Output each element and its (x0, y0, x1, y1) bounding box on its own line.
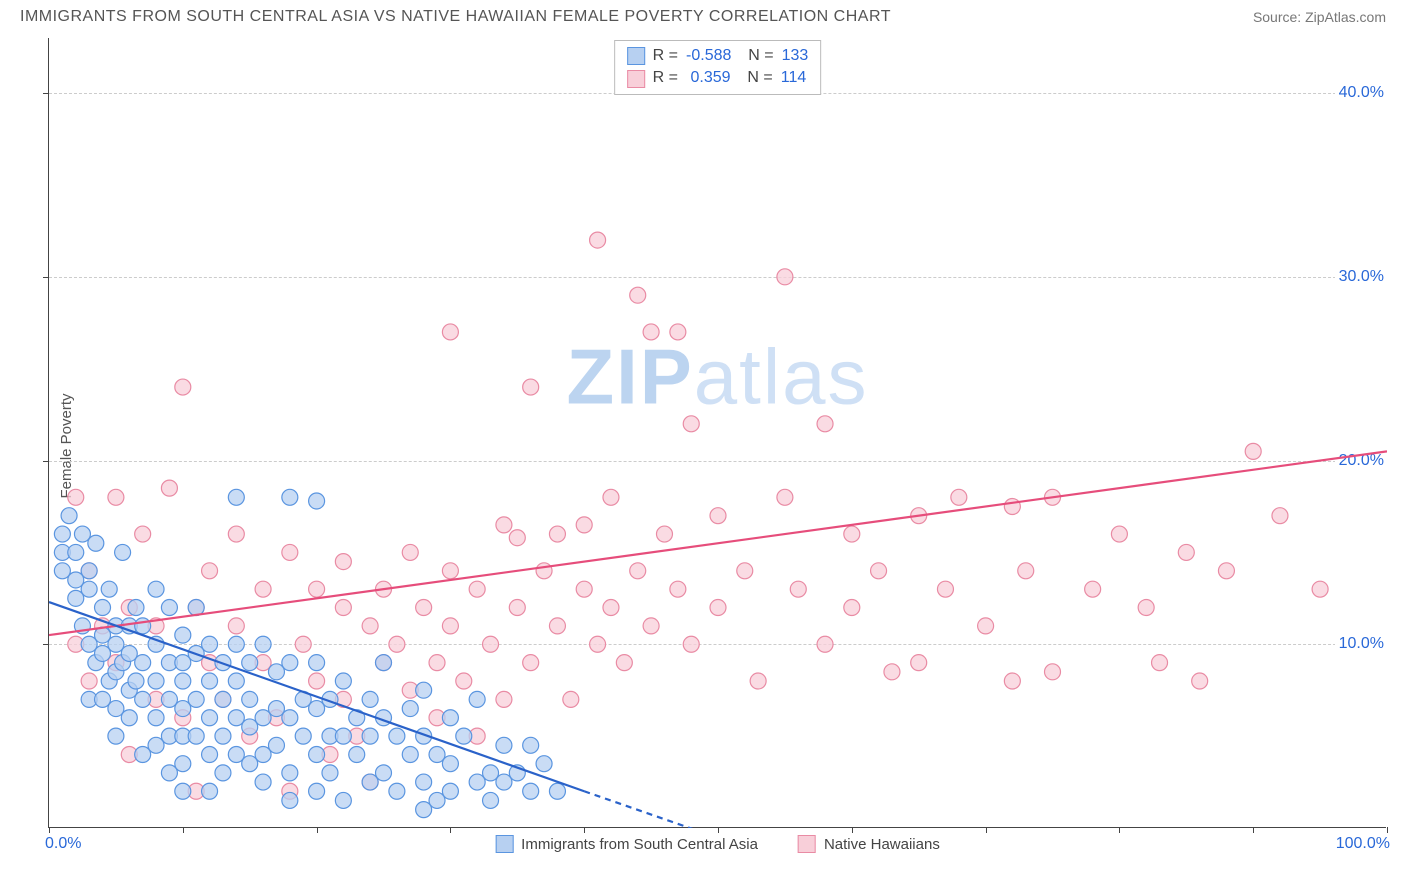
stats-row-hawaiians: R = 0.359 N = 114 (627, 67, 809, 89)
chart-title: IMMIGRANTS FROM SOUTH CENTRAL ASIA VS NA… (20, 8, 891, 26)
legend-item-hawaiians: Native Hawaiians (798, 835, 940, 853)
swatch-hawaiians-b (798, 835, 816, 853)
bottom-legend: Immigrants from South Central Asia Nativ… (495, 835, 940, 853)
legend-label-hawaiians: Native Hawaiians (824, 836, 940, 853)
x-min-label: 0.0% (45, 835, 81, 853)
chart-area: ZIPatlas 10.0%20.0%30.0%40.0% R = -0.588… (48, 38, 1386, 828)
scatter-plot (49, 38, 1387, 828)
n-value-immigrants: 133 (782, 45, 809, 67)
stats-legend-box: R = -0.588 N = 133 R = 0.359 N = 114 (614, 40, 822, 95)
x-max-label: 100.0% (1336, 835, 1390, 853)
n-value-hawaiians: 114 (781, 67, 807, 89)
stats-row-immigrants: R = -0.588 N = 133 (627, 45, 809, 67)
swatch-immigrants (627, 47, 645, 65)
legend-label-immigrants: Immigrants from South Central Asia (521, 836, 758, 853)
legend-item-immigrants: Immigrants from South Central Asia (495, 835, 758, 853)
swatch-hawaiians (627, 70, 645, 88)
swatch-immigrants-b (495, 835, 513, 853)
r-value-immigrants: -0.588 (686, 45, 731, 67)
r-value-hawaiians: 0.359 (686, 67, 731, 89)
source-label: Source: ZipAtlas.com (1253, 9, 1386, 25)
